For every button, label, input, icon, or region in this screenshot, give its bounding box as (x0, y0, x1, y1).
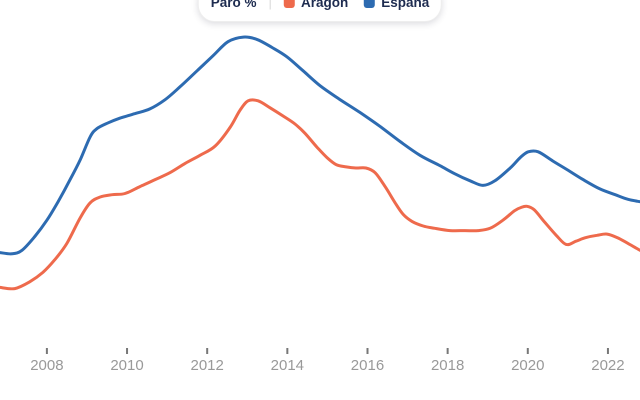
x-axis-label: 2008 (30, 357, 63, 374)
x-axis-label: 2010 (110, 357, 143, 374)
x-axis: 2008 2010 2012 2014 2016 2018 2020 2022 (30, 348, 625, 374)
series-lines (0, 35, 640, 291)
aragon-line (0, 98, 640, 291)
legend-item-espana[interactable]: España (364, 0, 429, 10)
legend-label-aragon: Aragón (300, 0, 349, 10)
legend-separator: | (268, 0, 272, 10)
chart-legend: Paro % | Aragón España (197, 0, 443, 22)
x-axis-label: 2014 (271, 357, 304, 374)
x-axis-label: 2018 (431, 357, 464, 374)
legend-item-aragon[interactable]: Aragón (283, 0, 349, 10)
legend-title: Paro % (210, 0, 257, 10)
espana-line (0, 35, 640, 256)
x-axis-label: 2020 (511, 357, 544, 374)
aragon-swatch-icon (283, 0, 295, 8)
x-axis-label: 2016 (351, 357, 384, 374)
espana-swatch-icon (364, 0, 376, 8)
x-axis-label: 2012 (191, 357, 224, 374)
legend-label-espana: España (381, 0, 430, 10)
x-axis-label: 2022 (591, 357, 624, 374)
